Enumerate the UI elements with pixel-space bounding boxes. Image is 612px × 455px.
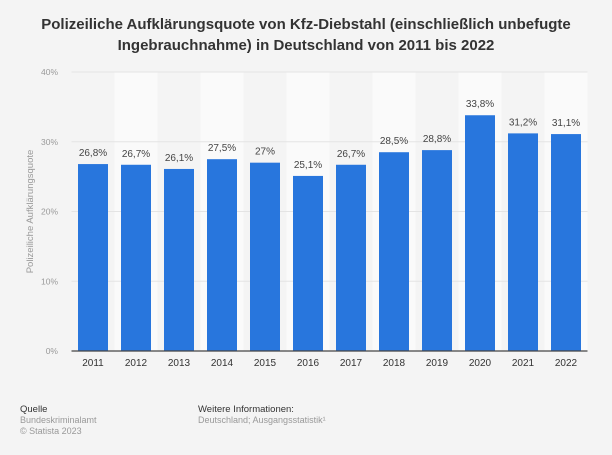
bar-2012 (121, 164, 151, 351)
bar-2021 (508, 133, 538, 351)
x-tick-label: 2021 (512, 358, 535, 369)
x-tick-label: 2012 (125, 358, 148, 369)
bar-chart: 0% 10% 20% 30% 40% 26,8% 2011 26,7% 2012 26,1% 201… (25, 67, 588, 369)
y-tick-label: 20% (41, 207, 58, 217)
bar-2016 (293, 175, 323, 351)
y-tick-label: 30% (41, 137, 58, 147)
bar-2018 (379, 152, 409, 351)
info-heading: Weitere Informationen: (198, 404, 294, 415)
bar-2014 (207, 159, 237, 351)
bar-2022 (551, 134, 581, 351)
source-block: Quelle Bundeskriminalamt © Statista 2023 (20, 404, 97, 437)
x-tick-label: 2011 (82, 358, 104, 369)
bar-2019 (422, 150, 452, 351)
data-label: 31,2% (509, 117, 537, 128)
data-label: 25,1% (294, 160, 322, 171)
data-label: 28,5% (380, 136, 408, 147)
x-tick-label: 2015 (254, 358, 277, 369)
x-tick-label: 2013 (168, 358, 191, 369)
x-tick-label: 2018 (383, 358, 406, 369)
data-label: 26,7% (337, 149, 365, 160)
x-tick-label: 2017 (340, 358, 363, 369)
y-tick-label: 10% (41, 276, 58, 286)
bar-2015 (250, 162, 280, 351)
data-label: 27,5% (208, 143, 236, 154)
y-axis-label: Polizeiliche Aufklärungsquote (25, 150, 36, 274)
data-label: 33,8% (466, 99, 494, 110)
y-tick-label: 40% (41, 67, 58, 77)
bar-2020 (465, 115, 495, 352)
bar-2013 (164, 168, 194, 351)
copyright: © Statista 2023 (20, 426, 82, 436)
chart-title: Polizeiliche Aufklärungsquote von Kfz-Di… (41, 16, 571, 54)
data-label: 28,8% (423, 134, 451, 145)
source-text: Bundeskriminalamt (20, 415, 97, 425)
data-label: 27% (255, 147, 275, 158)
x-tick-label: 2020 (469, 358, 492, 369)
bar-2011 (78, 164, 108, 351)
y-tick-label: 0% (46, 346, 59, 356)
x-tick-label: 2016 (297, 358, 320, 369)
data-label: 31,1% (552, 118, 580, 129)
bar-2017 (336, 164, 366, 351)
data-label: 26,8% (79, 148, 107, 159)
data-label: 26,7% (122, 149, 150, 160)
source-heading: Quelle (20, 404, 48, 415)
info-text: Deutschland; Ausgangsstatistik¹ (198, 415, 326, 425)
x-tick-label: 2014 (211, 358, 234, 369)
x-tick-label: 2022 (555, 358, 578, 369)
info-block: Weitere Informationen: Deutschland; Ausg… (198, 404, 326, 426)
data-label: 26,1% (165, 153, 193, 164)
x-tick-label: 2019 (426, 358, 449, 369)
